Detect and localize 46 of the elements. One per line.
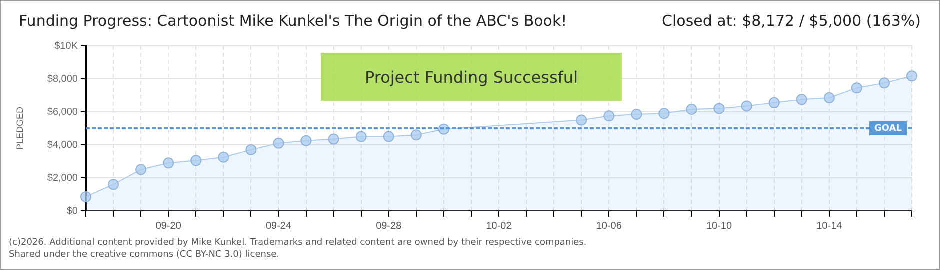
point: [878, 78, 890, 89]
y-tick-label: $10K: [54, 40, 78, 52]
point: [328, 134, 340, 145]
point: [906, 70, 918, 82]
point: [218, 152, 230, 163]
point: [383, 131, 394, 142]
point: [300, 135, 312, 146]
point: [768, 97, 780, 108]
x-tick-label: 10-14: [816, 220, 843, 232]
y-tick-label: $6,000: [47, 106, 78, 118]
y-tick-label: $8,000: [47, 74, 78, 85]
chart-subtitle: Closed at: $8,172 / $5,000 (163%): [662, 12, 921, 30]
x-tick-label: 09-28: [376, 220, 402, 232]
point: [410, 130, 422, 141]
point: [576, 114, 588, 126]
point: [163, 158, 174, 169]
point: [273, 138, 284, 149]
point: [741, 100, 752, 112]
x-tick-label: 10-02: [486, 220, 512, 232]
text: Shared under the creative commons (CC BY-NC 3.0) license.: [9, 249, 281, 261]
ref-line-label: GOAL: [874, 124, 902, 134]
text: (c)2026. Additional content provided by Mike Kunkel. Trademarks and related content are owned by their respective companies.: [9, 237, 587, 249]
point: [108, 179, 120, 190]
point: [686, 104, 698, 116]
point: [851, 82, 862, 94]
chart-title: Funding Progress: Cartoonist Mike Kunkel's The Origin of the ABC's Book!: [19, 12, 568, 30]
banner-box: Project Funding Successful: [321, 53, 622, 101]
x-tick-label: 09-20: [156, 220, 182, 232]
point: [658, 108, 670, 120]
y-axis-title: PLEDGED: [14, 106, 25, 150]
x-tick-label: 10-06: [596, 220, 622, 232]
point: [796, 94, 808, 106]
x-tick-label: 09-24: [266, 220, 292, 232]
point: [824, 92, 835, 104]
point: [631, 108, 642, 120]
point: [356, 131, 367, 142]
point: [190, 155, 202, 166]
point: [80, 191, 92, 202]
point: [136, 164, 147, 176]
y-tick-label: $4,000: [47, 140, 78, 151]
x-tick-label: 10-10: [706, 220, 732, 232]
point: [714, 103, 725, 114]
y-tick-label: $0: [66, 206, 78, 217]
y-tick-label: $2,000: [47, 172, 78, 184]
point: [246, 144, 257, 156]
point: [604, 110, 615, 122]
